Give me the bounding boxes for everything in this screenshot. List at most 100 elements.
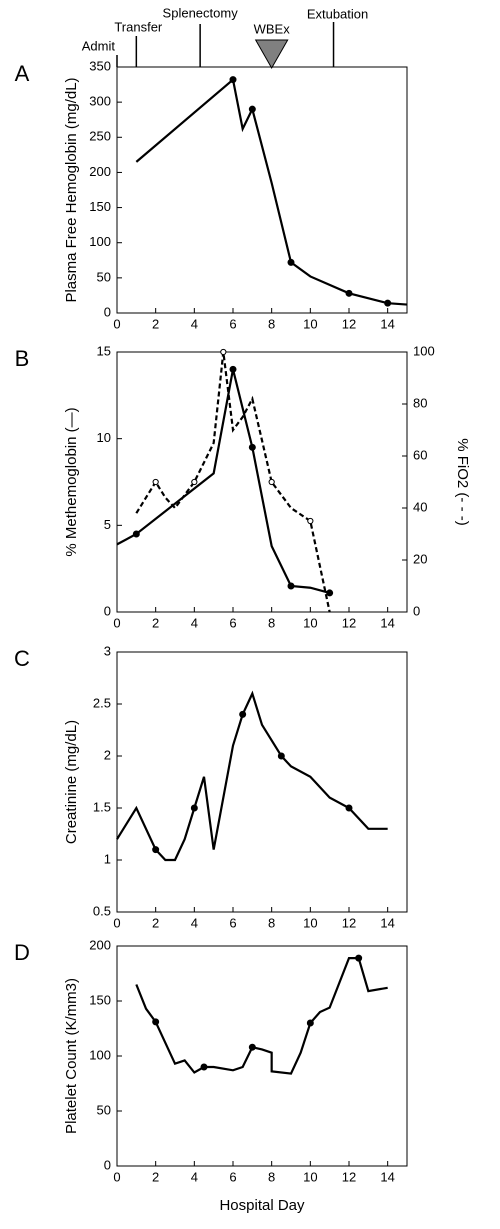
x-tick-label: 14 (380, 915, 394, 930)
y-tick-label: 5 (104, 517, 111, 532)
data-line (116, 690, 388, 862)
event-label: Extubation (307, 6, 368, 21)
data-line (116, 369, 330, 594)
data-point (307, 517, 314, 525)
x-tick-label: 6 (229, 316, 236, 331)
data-point (384, 299, 392, 307)
data-point (268, 478, 275, 486)
y-axis-label: Creatinine (mg/dL) (63, 720, 80, 844)
data-point (306, 1019, 314, 1027)
data-point (229, 76, 237, 84)
x-tick-label: 0 (113, 915, 120, 930)
x-tick-label: 4 (191, 915, 198, 930)
x-tick-label: 2 (152, 316, 159, 331)
y-tick-label: 2 (104, 747, 111, 762)
x-tick-label: 14 (380, 1169, 394, 1184)
y-axis-label: Plasma Free Hemoglobin (mg/dL) (63, 77, 80, 302)
y-tick-label: 200 (89, 937, 111, 952)
y-tick-label: 300 (89, 94, 111, 109)
event-label: Admit (82, 38, 116, 53)
x-tick-label: 4 (191, 1169, 198, 1184)
data-point (132, 530, 140, 538)
data-point (345, 804, 353, 812)
data-point (345, 289, 353, 297)
x-axis-label: Hospital Day (219, 1197, 305, 1214)
x-tick-label: 10 (303, 1169, 317, 1184)
x-tick-label: 0 (113, 615, 120, 630)
x-tick-label: 2 (152, 915, 159, 930)
x-tick-label: 6 (229, 1169, 236, 1184)
y-tick-label: 2.5 (93, 695, 111, 710)
y2-tick-label: 40 (413, 499, 427, 514)
y-tick-label: 100 (89, 1047, 111, 1062)
data-point (287, 258, 295, 266)
y-tick-label: 15 (97, 343, 111, 358)
x-tick-label: 12 (342, 615, 356, 630)
x-tick-label: 10 (303, 615, 317, 630)
y2-tick-label: 80 (413, 395, 427, 410)
event-label: WBEx (254, 21, 291, 36)
y-axis-label: % Methemoglobin (—) (63, 407, 80, 556)
data-point (220, 348, 227, 356)
data-line (135, 77, 408, 306)
y-tick-label: 250 (89, 129, 111, 144)
data-point (229, 365, 237, 373)
data-point (355, 954, 363, 962)
data-point (248, 443, 256, 451)
plot-frame (116, 351, 408, 613)
event-label: Splenectomy (163, 5, 239, 20)
y2-tick-label: 0 (413, 603, 420, 618)
y2-axis-label: % FiO2 (- - -) (454, 438, 471, 526)
y2-tick-label: 60 (413, 447, 427, 462)
y-tick-label: 350 (89, 58, 111, 73)
data-point (326, 589, 334, 597)
x-tick-label: 10 (303, 316, 317, 331)
x-tick-label: 6 (229, 915, 236, 930)
x-tick-label: 2 (152, 1169, 159, 1184)
x-tick-label: 4 (191, 615, 198, 630)
y-tick-label: 0 (104, 603, 111, 618)
x-tick-label: 8 (268, 316, 275, 331)
x-tick-label: 8 (268, 915, 275, 930)
y-tick-label: 150 (89, 199, 111, 214)
y-tick-label: 10 (97, 430, 111, 445)
y-tick-label: 150 (89, 992, 111, 1007)
y-axis-label: Platelet Count (K/mm3) (63, 978, 80, 1134)
panel-label: B (15, 346, 30, 371)
x-tick-label: 8 (268, 615, 275, 630)
y-tick-label: 0 (104, 1157, 111, 1172)
data-point (277, 752, 285, 760)
y2-tick-label: 20 (413, 551, 427, 566)
data-line (135, 957, 388, 1075)
y-tick-label: 1 (104, 851, 111, 866)
y2-tick-label: 100 (413, 343, 435, 358)
panel-label: D (14, 940, 30, 965)
y-tick-label: 0.5 (93, 903, 111, 918)
x-tick-label: 8 (268, 1169, 275, 1184)
data-point (248, 105, 256, 113)
panel-label: A (15, 61, 30, 86)
x-tick-label: 0 (113, 1169, 120, 1184)
y-tick-label: 100 (89, 234, 111, 249)
x-tick-label: 14 (380, 615, 394, 630)
x-tick-label: 12 (342, 915, 356, 930)
x-tick-label: 6 (229, 615, 236, 630)
x-tick-label: 12 (342, 316, 356, 331)
y-tick-label: 1.5 (93, 799, 111, 814)
x-tick-label: 0 (113, 316, 120, 331)
event-label: Transfer (114, 19, 163, 34)
data-point (152, 478, 159, 486)
data-line (135, 351, 331, 613)
y-tick-label: 200 (89, 164, 111, 179)
y-tick-label: 0 (104, 304, 111, 319)
data-point (287, 582, 295, 590)
data-point (248, 1043, 256, 1051)
plot-frame (116, 945, 408, 1167)
data-point (200, 1063, 208, 1071)
event-marker (254, 39, 289, 70)
panel-label: C (14, 646, 30, 671)
plot-frame (116, 651, 408, 913)
data-point (191, 478, 198, 486)
y-tick-label: 50 (97, 1102, 111, 1117)
